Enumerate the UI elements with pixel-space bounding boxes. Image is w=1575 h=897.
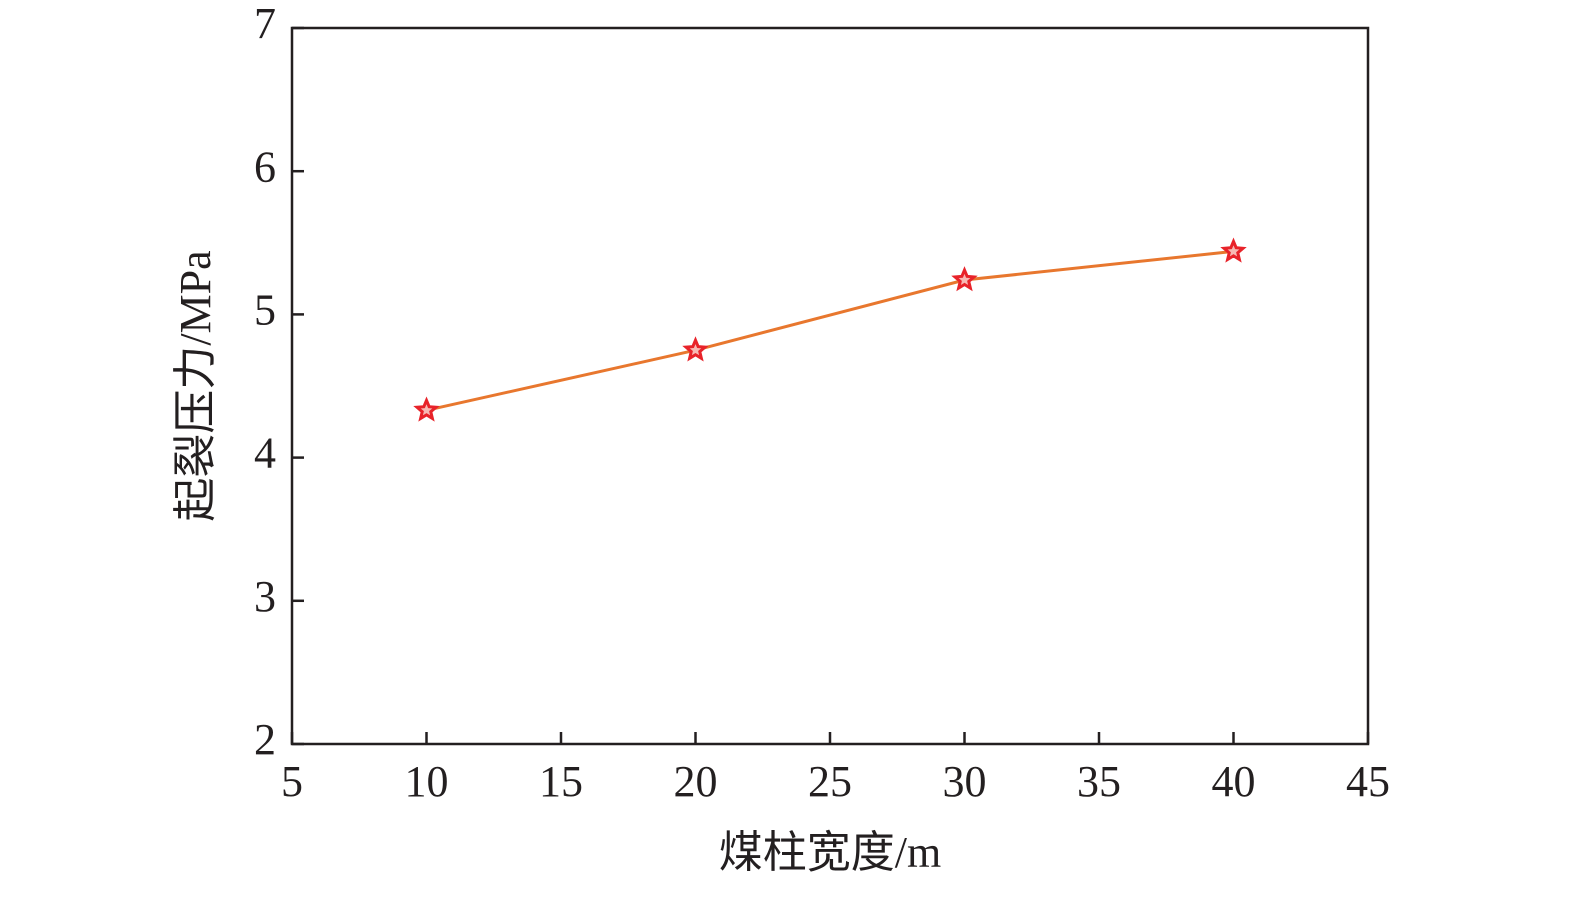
point-marker — [413, 396, 440, 422]
x-tick-label: 10 — [405, 757, 449, 806]
point-marker — [1220, 237, 1247, 263]
x-tick-label: 35 — [1077, 757, 1121, 806]
y-tick-label: 3 — [254, 572, 276, 621]
x-tick-label: 30 — [943, 757, 987, 806]
point-marker — [682, 336, 709, 362]
y-tick-label: 6 — [254, 142, 276, 191]
x-tick-label: 20 — [674, 757, 718, 806]
x-tick-label: 45 — [1346, 757, 1390, 806]
plot-frame — [290, 26, 1370, 746]
y-tick-label: 2 — [254, 715, 276, 764]
x-tick-label: 25 — [808, 757, 852, 806]
point-marker — [951, 266, 978, 292]
x-tick-label: 40 — [1212, 757, 1256, 806]
x-tick-label: 15 — [539, 757, 583, 806]
y-tick-label: 5 — [254, 285, 276, 334]
y-axis-label: 起裂压力/MPa — [171, 250, 220, 521]
series-line — [426, 249, 1234, 412]
x-tick-label: 5 — [281, 757, 303, 806]
x-axis-label: 煤柱宽度/m — [719, 828, 941, 877]
y-tick-label: 7 — [254, 0, 276, 48]
y-tick-label: 4 — [254, 429, 276, 478]
